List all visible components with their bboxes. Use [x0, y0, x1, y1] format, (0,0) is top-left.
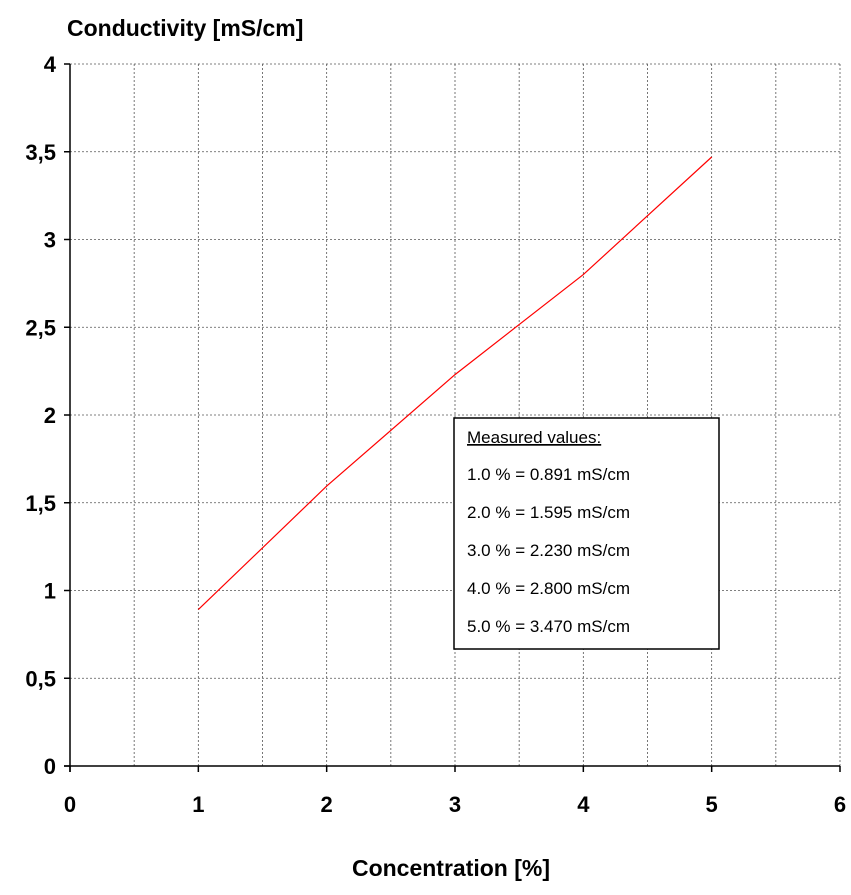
y-tick-label: 0 — [44, 754, 56, 779]
y-tick-label: 1,5 — [25, 491, 56, 516]
x-tick-label: 2 — [321, 792, 333, 817]
series-layer — [197, 156, 713, 611]
y-tick-label: 0,5 — [25, 666, 56, 691]
legend-frame — [453, 417, 720, 650]
x-tick-label: 3 — [449, 792, 461, 817]
legend-entry: 2.0 % = 1.595 mS/cm — [467, 503, 630, 522]
y-tick-label: 3 — [44, 228, 56, 253]
x-tick-label: 0 — [64, 792, 76, 817]
y-tick-label: 2 — [44, 403, 56, 428]
series-line — [197, 156, 713, 611]
x-axis-title: Concentration [%] — [352, 855, 550, 881]
y-axis-title: Conductivity [mS/cm] — [67, 15, 303, 41]
y-tick-label: 3,5 — [25, 140, 56, 165]
tick-labels: 0 0,5 1 1,5 2 2,5 3 3,5 4 0 1 2 3 4 5 6 — [25, 52, 846, 817]
legend-entry: 3.0 % = 2.230 mS/cm — [467, 541, 630, 560]
x-tick-label: 4 — [577, 792, 590, 817]
legend-entry: 4.0 % = 2.800 mS/cm — [467, 579, 630, 598]
legend-entry: 5.0 % = 3.470 mS/cm — [467, 617, 630, 636]
y-tick-label: 1 — [44, 579, 56, 604]
legend-entry: 1.0 % = 0.891 mS/cm — [467, 465, 630, 484]
x-tick-label: 5 — [706, 792, 718, 817]
legend-title: Measured values: — [467, 428, 601, 447]
grid-lines — [70, 63, 841, 766]
legend-box: Measured values: 1.0 % = 0.891 mS/cm 2.0… — [453, 417, 720, 650]
x-tick-label: 6 — [834, 792, 846, 817]
x-tick-label: 1 — [192, 792, 204, 817]
y-tick-label: 2,5 — [25, 315, 56, 340]
y-tick-label: 4 — [44, 52, 57, 77]
axes — [64, 63, 841, 772]
